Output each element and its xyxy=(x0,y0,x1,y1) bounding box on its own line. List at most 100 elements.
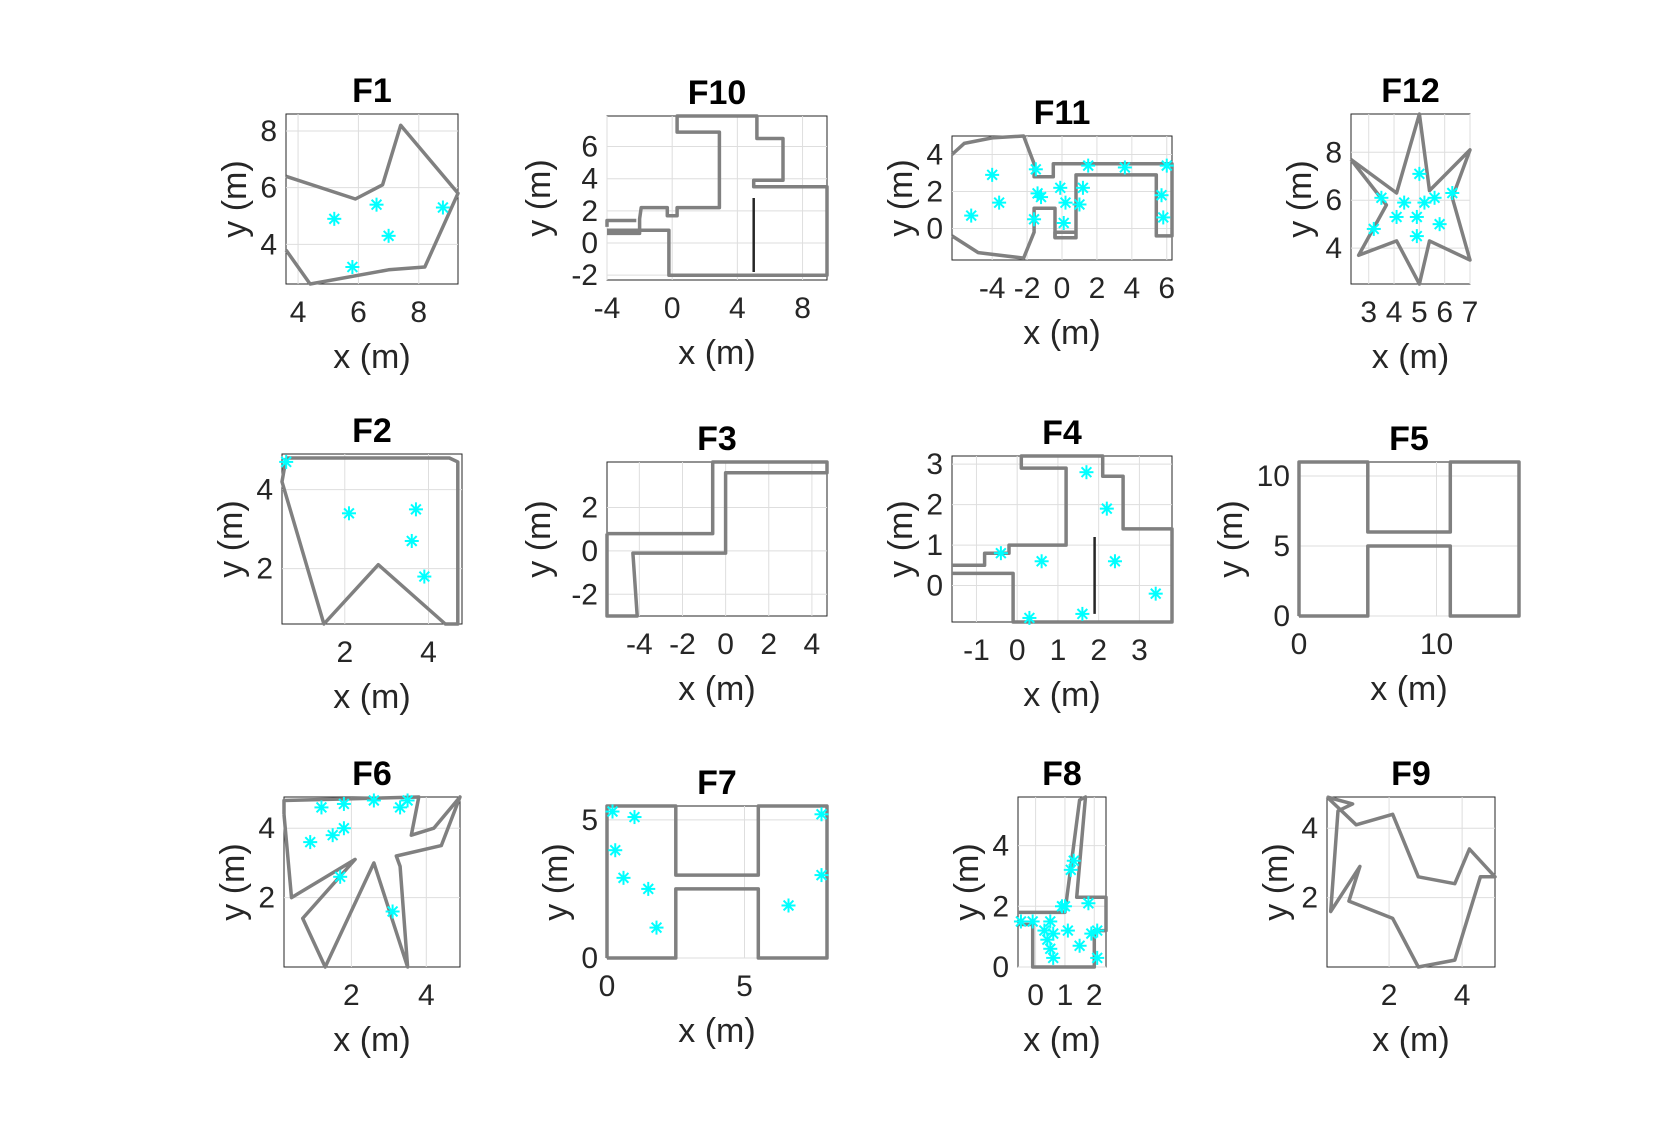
anchor-marker xyxy=(1409,209,1424,224)
anchor-marker xyxy=(1022,610,1037,625)
y-tick-label: 2 xyxy=(258,882,275,915)
wall-line xyxy=(280,456,460,626)
plot-area xyxy=(1298,461,1520,617)
anchor-marker xyxy=(1013,914,1028,929)
x-tick-label: -4 xyxy=(979,272,1006,305)
x-axis-label: x (m) xyxy=(1372,338,1449,376)
x-tick-label: 2 xyxy=(1090,634,1107,667)
wall-line xyxy=(1053,230,1076,238)
y-axis-label: y (m) xyxy=(520,500,558,577)
y-tick-label: 3 xyxy=(926,448,943,481)
anchor-marker xyxy=(404,533,419,548)
y-tick-label: 8 xyxy=(260,115,277,148)
x-tick-label: 6 xyxy=(1436,296,1453,329)
subplot-title: F1 xyxy=(352,72,392,110)
anchor-marker xyxy=(649,920,664,935)
subplot-f9: 2 4 2 4 F9 x (m) y (m) xyxy=(1257,755,1497,1059)
x-tick-label: 5 xyxy=(1411,296,1428,329)
x-tick-label: 4 xyxy=(729,292,746,325)
anchor-marker xyxy=(1148,586,1163,601)
anchor-marker xyxy=(1060,923,1075,938)
anchor-marker xyxy=(1053,180,1068,195)
x-tick-label: 4 xyxy=(418,979,435,1012)
y-axis-label: y (m) xyxy=(882,500,920,577)
wall-line xyxy=(282,795,462,969)
anchor-marker xyxy=(1075,606,1090,621)
x-tick-label: 8 xyxy=(794,292,811,325)
x-axis-label: x (m) xyxy=(678,1012,755,1050)
anchor-marker xyxy=(605,804,620,819)
wall-line xyxy=(605,804,829,960)
anchor-marker xyxy=(345,260,360,274)
x-tick-label: 4 xyxy=(1123,272,1140,305)
y-tick-label: 0 xyxy=(581,942,598,975)
subplot-title: F9 xyxy=(1391,755,1431,793)
plot-area xyxy=(606,115,828,281)
anchor-marker xyxy=(1366,221,1381,236)
subplot-f6: 2 4 2 4 F6 x (m) y (m) xyxy=(214,755,462,1059)
anchor-marker xyxy=(385,904,400,919)
subplot-f1: 4 6 8 4 6 8 F1 x (m) y (m) xyxy=(216,72,460,376)
y-axis-label: y (m) xyxy=(1281,160,1319,237)
anchor-marker xyxy=(1046,926,1061,941)
anchor-marker xyxy=(325,828,340,843)
x-tick-label: 2 xyxy=(343,979,360,1012)
x-tick-label: 0 xyxy=(1009,634,1026,667)
subplot-f2: 2 4 2 4 F2 x (m) y (m) xyxy=(212,412,463,716)
plot-area xyxy=(951,455,1173,623)
y-axis-label: y (m) xyxy=(537,843,575,920)
plot-area xyxy=(285,113,459,285)
anchor-marker xyxy=(279,454,294,469)
wall-line xyxy=(1297,460,1521,618)
x-axis-label: x (m) xyxy=(1370,670,1447,708)
x-axis-label: x (m) xyxy=(1023,676,1100,714)
anchor-marker xyxy=(336,821,351,836)
anchor-marker xyxy=(408,502,423,517)
subplot-title: F4 xyxy=(1042,414,1082,452)
plot-area xyxy=(606,461,828,617)
x-tick-label: 0 xyxy=(664,292,681,325)
anchor-marker xyxy=(1090,950,1105,965)
wall-line xyxy=(607,114,829,277)
subplot-title: F2 xyxy=(352,412,392,450)
anchor-marker xyxy=(1397,195,1412,210)
y-tick-label: 4 xyxy=(581,163,598,196)
y-tick-label: 4 xyxy=(260,228,277,261)
y-tick-label: 4 xyxy=(256,474,273,507)
y-axis-label: y (m) xyxy=(212,500,250,577)
x-tick-label: 2 xyxy=(1089,272,1106,305)
anchor-marker xyxy=(1090,923,1105,938)
anchor-marker xyxy=(1027,212,1042,227)
anchor-marker xyxy=(1417,195,1432,210)
anchor-marker xyxy=(341,506,356,521)
y-axis-label: y (m) xyxy=(520,159,558,236)
anchor-marker xyxy=(1043,914,1058,929)
y-tick-label: 5 xyxy=(581,804,598,837)
wall-line xyxy=(1349,112,1472,286)
y-tick-label: 1 xyxy=(926,529,943,562)
anchor-marker xyxy=(641,881,656,896)
y-tick-label: 6 xyxy=(1325,184,1342,217)
x-axis-label: x (m) xyxy=(1023,1021,1100,1059)
anchor-marker xyxy=(1058,195,1073,210)
subplot-title: F7 xyxy=(697,764,737,802)
anchor-marker xyxy=(1046,950,1061,965)
y-tick-label: 0 xyxy=(992,951,1009,984)
anchor-marker xyxy=(814,868,829,883)
anchor-marker xyxy=(1156,210,1171,225)
anchor-marker xyxy=(1072,938,1087,953)
anchor-marker xyxy=(627,810,642,825)
x-tick-label: 4 xyxy=(290,296,307,329)
anchor-marker xyxy=(1117,160,1132,175)
wall-line xyxy=(284,123,460,286)
x-tick-label: 0 xyxy=(599,970,616,1003)
x-tick-label: 3 xyxy=(1360,296,1377,329)
plot-area xyxy=(283,796,461,968)
y-tick-label: 0 xyxy=(581,227,598,260)
anchor-marker xyxy=(1025,914,1040,929)
y-tick-label: 4 xyxy=(926,139,943,172)
x-axis-label: x (m) xyxy=(333,338,410,376)
